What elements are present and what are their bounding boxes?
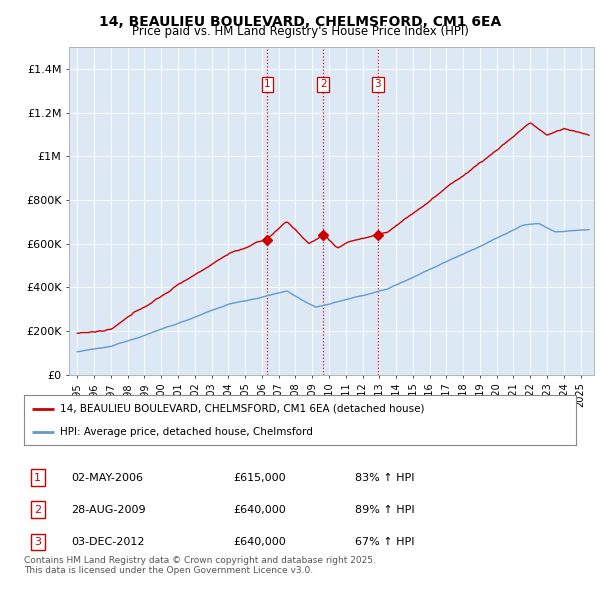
Text: £615,000: £615,000 [234,473,286,483]
Text: 02-MAY-2006: 02-MAY-2006 [71,473,143,483]
Text: HPI: Average price, detached house, Chelmsford: HPI: Average price, detached house, Chel… [60,427,313,437]
Text: 03-DEC-2012: 03-DEC-2012 [71,537,145,547]
Text: 14, BEAULIEU BOULEVARD, CHELMSFORD, CM1 6EA: 14, BEAULIEU BOULEVARD, CHELMSFORD, CM1 … [99,15,501,29]
Text: Price paid vs. HM Land Registry's House Price Index (HPI): Price paid vs. HM Land Registry's House … [131,25,469,38]
Text: 2: 2 [34,505,41,515]
Text: £640,000: £640,000 [234,505,287,515]
Text: 67% ↑ HPI: 67% ↑ HPI [355,537,415,547]
Text: 83% ↑ HPI: 83% ↑ HPI [355,473,415,483]
Text: £640,000: £640,000 [234,537,287,547]
Text: 3: 3 [34,537,41,547]
Text: Contains HM Land Registry data © Crown copyright and database right 2025.
This d: Contains HM Land Registry data © Crown c… [24,556,376,575]
Text: 2: 2 [320,79,326,89]
Text: 14, BEAULIEU BOULEVARD, CHELMSFORD, CM1 6EA (detached house): 14, BEAULIEU BOULEVARD, CHELMSFORD, CM1 … [60,404,424,414]
Text: 3: 3 [374,79,381,89]
Text: 1: 1 [34,473,41,483]
Text: 28-AUG-2009: 28-AUG-2009 [71,505,146,515]
Text: 1: 1 [264,79,271,89]
Text: 89% ↑ HPI: 89% ↑ HPI [355,505,415,515]
